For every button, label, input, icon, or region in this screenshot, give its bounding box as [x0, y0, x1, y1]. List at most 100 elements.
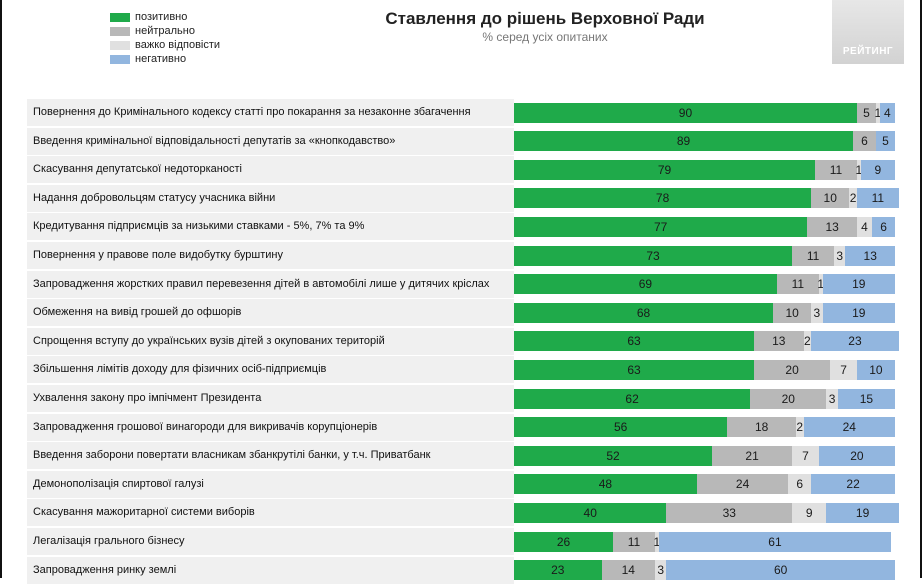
bar-value-label: 21 [745, 448, 759, 463]
row-background [27, 270, 514, 298]
row-background [27, 242, 514, 269]
category-label: Повернення до Кримінального кодексу стат… [33, 106, 471, 118]
bar-segment [811, 302, 823, 323]
bar-value-label: 77 [654, 219, 668, 234]
category-label: Скасування мажоритарної системи виборів [33, 506, 255, 519]
bar-value-label: 63 [627, 362, 641, 377]
chart-title-block: Ставлення до рішень Верховної Ради % сер… [360, 8, 730, 44]
bar-segment [875, 131, 895, 152]
bar-value-label: 2 [849, 191, 857, 206]
category-label: Спрощення вступу до українських вузів ді… [33, 334, 385, 347]
bar-value-label: 11 [791, 277, 805, 292]
bar-segment [853, 131, 876, 152]
bar-value-label: 33 [722, 505, 736, 520]
bar-segment [601, 560, 655, 581]
bar-segment [773, 302, 812, 323]
bar-value-label: 63 [627, 334, 641, 349]
bar-segment [666, 502, 793, 523]
legend-swatch [110, 26, 130, 36]
bar-value-label: 69 [638, 277, 653, 292]
bar-segment [658, 531, 892, 552]
category-label: Введення кримінальної відповідальності д… [33, 134, 396, 147]
row-background [27, 327, 514, 355]
bar-segment [856, 216, 873, 237]
category-label: Запровадження жорстких правил перевезенн… [33, 277, 490, 290]
bar-value-label: 1 [817, 277, 825, 292]
category-label: Скасування депутатської недоторканості [33, 163, 242, 176]
bar-value-label: 10 [823, 191, 837, 206]
bar-segment [872, 216, 895, 237]
bar-value-label: 5 [882, 134, 889, 149]
bar-value-label: 19 [852, 277, 866, 292]
bar-segment [811, 331, 899, 352]
chart-legend: позитивно нейтрально важко відповісти негат… [110, 10, 220, 66]
bar-segment [654, 531, 659, 552]
legend-label: нейтрально [135, 25, 195, 37]
bar-value-label: 18 [754, 420, 769, 435]
row-background [27, 528, 514, 555]
bar-value-label: 89 [676, 134, 691, 149]
bar-value-label: 13 [772, 334, 786, 349]
legend-item: негативно [110, 52, 220, 66]
bar-value-label: 48 [598, 477, 613, 492]
bar-value-label: 11 [829, 162, 843, 177]
bar-value-label: 9 [874, 162, 882, 177]
bar-value-label: 78 [655, 191, 670, 206]
bar-segment [514, 445, 713, 466]
bar-segment [845, 245, 895, 266]
bar-segment [803, 417, 895, 438]
bar-segment [837, 388, 895, 409]
bar-value-label: 11 [806, 248, 820, 263]
bar-segment [712, 445, 793, 466]
category-label: Надання добровольцям статусу учасника ві… [33, 191, 276, 204]
bar-segment [792, 502, 827, 523]
bar-segment [514, 188, 812, 209]
bar-value-label: 24 [842, 420, 856, 435]
bar-segment [811, 188, 850, 209]
legend-item: нейтрально [110, 24, 220, 38]
frame-right-border [920, 0, 922, 578]
bar-value-label: 90 [678, 105, 693, 120]
bar-value-label: 52 [606, 448, 620, 463]
bar-segment [856, 102, 876, 123]
bar-segment [811, 474, 895, 495]
bar-segment [826, 502, 899, 523]
bar-segment [514, 131, 854, 152]
category-label: Ухвалення закону про імпічмент Президент… [33, 392, 262, 404]
bar-value-label: 1 [874, 105, 882, 120]
legend-swatch [110, 12, 130, 22]
category-label: Запровадження грошової винагороди для ви… [33, 420, 378, 433]
category-label: Обмеження на вивід грошей до офшорів [33, 306, 242, 319]
bar-segment [860, 159, 895, 180]
row-background [27, 184, 514, 212]
bar-segment [826, 388, 838, 409]
bar-segment [792, 245, 835, 266]
bar-value-label: 10 [785, 305, 799, 320]
bar-value-label: 6 [796, 477, 804, 492]
bar-segment [875, 102, 880, 123]
bar-segment [822, 274, 895, 295]
bar-segment [514, 274, 777, 295]
bar-value-label: 4 [884, 105, 891, 120]
rating-logo-text: РЕЙТИНГ [842, 46, 894, 57]
bar-value-label: 13 [863, 248, 877, 263]
row-background [27, 442, 514, 470]
bar-value-label: 13 [825, 219, 839, 234]
bar-segment [856, 359, 895, 380]
bar-value-label: 3 [836, 248, 844, 263]
row-background [27, 156, 514, 184]
bar-segment [514, 417, 728, 438]
bar-segment [514, 502, 667, 523]
bar-segment [849, 188, 857, 209]
category-label: Збільшення лімітів доходу для фізичних о… [33, 363, 327, 376]
bar-segment [830, 359, 857, 380]
bar-value-label: 11 [627, 534, 641, 549]
bar-value-label: 3 [828, 391, 836, 406]
bar-segment [754, 331, 804, 352]
bar-value-label: 79 [657, 162, 672, 177]
bar-segment [613, 531, 655, 552]
category-label: Повернення у правове поле видобутку бурш… [33, 249, 283, 261]
bar-value-label: 2 [796, 420, 804, 435]
bar-value-label: 14 [621, 563, 635, 578]
bar-value-label: 24 [735, 477, 750, 492]
